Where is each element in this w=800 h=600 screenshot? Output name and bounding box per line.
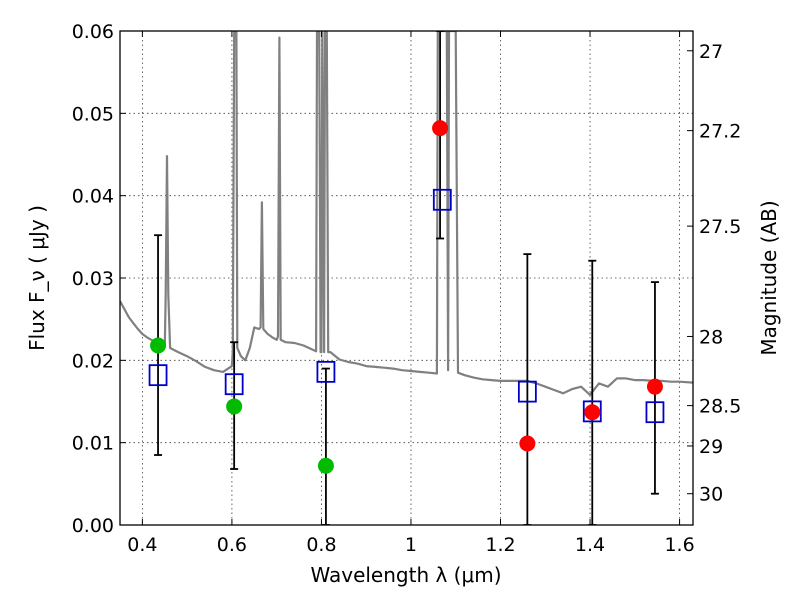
observed-point xyxy=(584,404,601,421)
grid xyxy=(120,30,693,526)
model-band-square xyxy=(517,380,537,403)
model-spectrum-line xyxy=(120,31,693,396)
model-band-square xyxy=(148,364,168,387)
y-tick-label: 0.06 xyxy=(72,21,114,43)
x-tick-label: 1.4 xyxy=(575,534,605,556)
x-tick-label: 1.6 xyxy=(664,534,694,556)
axis-ticks: 0.4 0.6 0.8 1 1.2 1.4 1.6 0.00 0.01 0.02 0.03 0.04 0… xyxy=(72,21,742,556)
observed-point xyxy=(519,435,536,452)
right-tick-label: 27 xyxy=(699,41,723,63)
right-tick-label: 27.5 xyxy=(699,216,741,238)
observed-point xyxy=(150,337,167,354)
observed-point xyxy=(317,457,334,474)
model-band-square xyxy=(224,373,244,396)
right-tick-label: 28 xyxy=(699,326,723,348)
plot-series xyxy=(120,31,693,525)
y-tick-label: 0.00 xyxy=(72,515,114,537)
x-tick-label: 0.6 xyxy=(217,534,247,556)
right-tick-label: 27.2 xyxy=(699,121,741,143)
y-tick-label: 0.05 xyxy=(72,103,114,125)
x-tick-label: 0.8 xyxy=(306,534,336,556)
y-tick-label: 0.04 xyxy=(72,186,114,208)
x-tick-label: 0.4 xyxy=(127,534,157,556)
model-band-square xyxy=(316,360,336,383)
y-tick-label: 0.01 xyxy=(72,433,114,455)
x-tick-label: 1 xyxy=(405,534,417,556)
observed-point xyxy=(646,378,663,395)
y-axis-title: Flux F_ν ( μJy ) xyxy=(25,205,49,351)
x-axis-title: Wavelength λ (μm) xyxy=(310,563,501,587)
y-tick-label: 0.03 xyxy=(72,268,114,290)
observed-point xyxy=(432,120,449,137)
right-axis-title: Magnitude (AB) xyxy=(757,200,781,355)
x-tick-label: 1.2 xyxy=(485,534,515,556)
model-band-square xyxy=(582,400,602,423)
right-tick-label: 29 xyxy=(699,436,723,458)
right-tick-label: 30 xyxy=(699,484,723,506)
right-tick-label: 28.5 xyxy=(699,396,741,418)
model-band-square xyxy=(432,188,452,211)
observed-point xyxy=(226,398,243,415)
model-band-square xyxy=(645,401,665,424)
y-tick-label: 0.02 xyxy=(72,350,114,372)
